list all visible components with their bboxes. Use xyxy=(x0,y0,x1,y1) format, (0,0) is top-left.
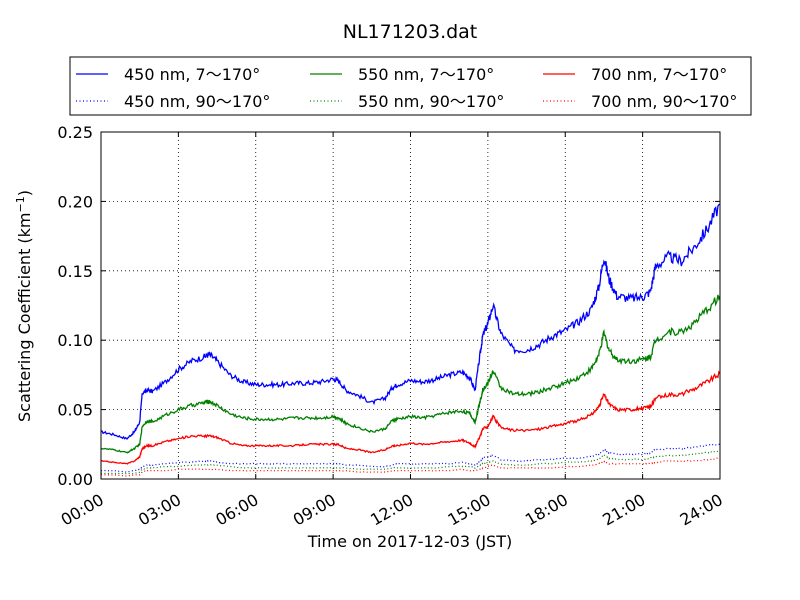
grid xyxy=(101,132,720,479)
y-tick-label: 0.15 xyxy=(57,262,93,281)
y-axis-label: Scattering Coefficient (km−1) xyxy=(14,190,35,422)
legend-label: 450 nm, 90～170° xyxy=(124,92,270,111)
x-tick-label: 15:00 xyxy=(444,490,493,530)
legend-label: 700 nm, 90～170° xyxy=(591,92,737,111)
y-axis-label-close: ) xyxy=(15,190,34,196)
x-tick-label: 00:00 xyxy=(58,490,107,530)
series-line-2 xyxy=(101,370,720,465)
legend-label: 550 nm, 7～170° xyxy=(358,65,494,84)
series-line-0 xyxy=(101,203,720,440)
x-tick-label: 12:00 xyxy=(367,490,416,530)
y-axis-label-main: Scattering Coefficient (km xyxy=(15,212,34,422)
x-tick-label: 18:00 xyxy=(522,490,571,530)
y-axis-label-superscript: −1 xyxy=(14,196,27,212)
x-tick-label: 06:00 xyxy=(212,490,261,530)
y-tick-label: 0.00 xyxy=(57,470,93,489)
series-line-1 xyxy=(101,294,720,454)
plot-series xyxy=(101,203,720,477)
series-line-4 xyxy=(101,450,720,475)
x-tick-label: 24:00 xyxy=(677,490,726,530)
x-tick-label: 21:00 xyxy=(599,490,648,530)
y-tick-label: 0.05 xyxy=(57,401,93,420)
legend-label: 450 nm, 7～170° xyxy=(124,65,260,84)
x-tick-label: 09:00 xyxy=(290,490,339,530)
x-axis-label: Time on 2017-12-03 (JST) xyxy=(307,532,512,551)
y-tick-label: 0.10 xyxy=(57,331,93,350)
legend: 450 nm, 7～170° 450 nm, 90～170° 550 nm, 7～1… xyxy=(69,56,752,116)
legend-label: 700 nm, 7～170° xyxy=(591,65,727,84)
x-tick-label: 03:00 xyxy=(135,490,184,530)
y-tick-label: 0.25 xyxy=(57,123,93,142)
y-tick-label: 0.20 xyxy=(57,192,93,211)
chart-title: NL171203.dat xyxy=(343,21,478,43)
legend-label: 550 nm, 90～170° xyxy=(358,92,504,111)
legend-frame xyxy=(69,56,752,116)
